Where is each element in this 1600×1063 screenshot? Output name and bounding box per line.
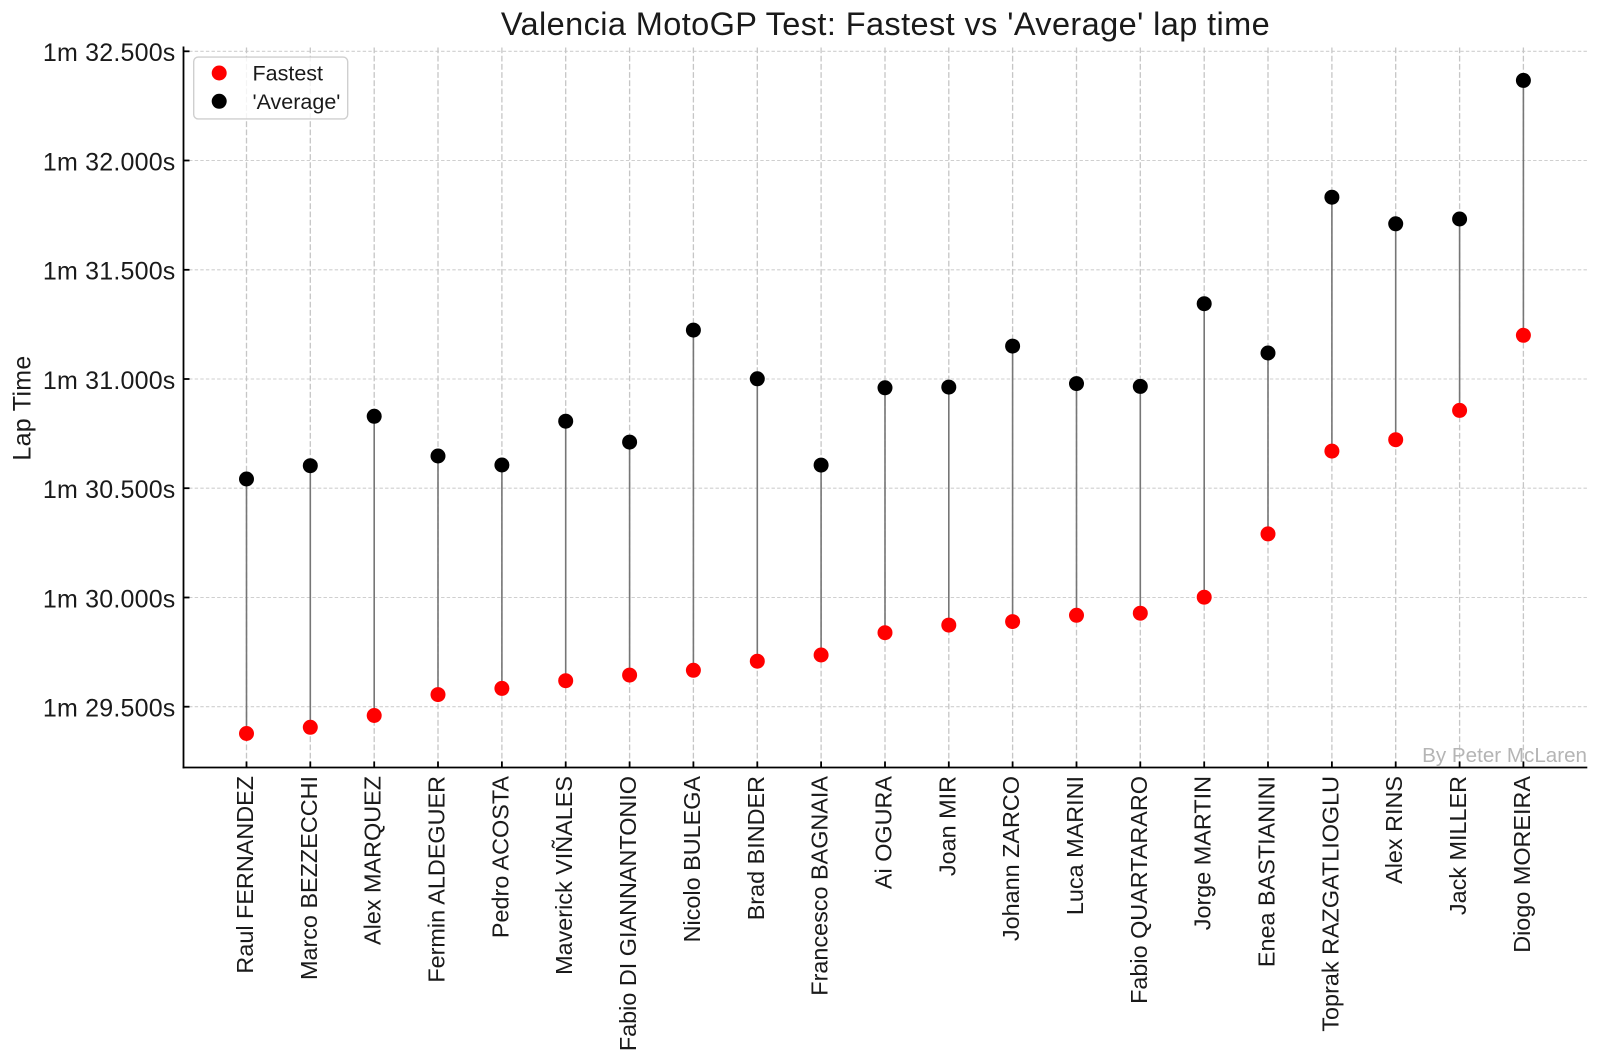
svg-text:Alex RINS: Alex RINS: [1381, 776, 1407, 884]
svg-text:'Average': 'Average': [253, 90, 341, 114]
svg-text:Brad BINDER: Brad BINDER: [743, 776, 769, 920]
svg-text:1m 32.000s: 1m 32.000s: [43, 148, 176, 176]
svg-text:Fermin ALDEGUER: Fermin ALDEGUER: [424, 776, 450, 983]
svg-text:Alex MARQUEZ: Alex MARQUEZ: [360, 776, 386, 945]
svg-text:Johann ZARCO: Johann ZARCO: [998, 776, 1024, 941]
svg-text:1m 31.500s: 1m 31.500s: [43, 258, 176, 286]
svg-text:Raul FERNANDEZ: Raul FERNANDEZ: [232, 776, 258, 974]
svg-text:Enea BASTIANINI: Enea BASTIANINI: [1254, 776, 1280, 967]
svg-text:Fabio QUARTARARO: Fabio QUARTARARO: [1126, 776, 1152, 1004]
svg-text:1m 30.500s: 1m 30.500s: [43, 476, 176, 504]
svg-text:Pedro ACOSTA: Pedro ACOSTA: [487, 776, 513, 938]
svg-text:Marco BEZZECCHI: Marco BEZZECCHI: [296, 776, 322, 980]
svg-text:Lap Time: Lap Time: [9, 355, 37, 460]
svg-text:By Peter McLaren: By Peter McLaren: [1422, 744, 1587, 767]
svg-text:Fastest: Fastest: [253, 62, 324, 86]
svg-text:Francesco BAGNAIA: Francesco BAGNAIA: [807, 776, 833, 996]
svg-text:Toprak RAZGATLIOGLU: Toprak RAZGATLIOGLU: [1317, 776, 1343, 1032]
svg-text:1m 32.500s: 1m 32.500s: [43, 39, 176, 67]
svg-text:1m 30.000s: 1m 30.000s: [43, 585, 176, 613]
svg-text:Ai OGURA: Ai OGURA: [871, 776, 897, 889]
svg-text:Jack MILLER: Jack MILLER: [1445, 776, 1471, 915]
svg-text:1m 29.500s: 1m 29.500s: [43, 695, 176, 723]
svg-text:Valencia MotoGP Test: Fastest: Valencia MotoGP Test: Fastest vs 'Averag…: [501, 6, 1270, 42]
svg-text:Fabio DI GIANNANTONIO: Fabio DI GIANNANTONIO: [615, 776, 641, 1051]
svg-text:Luca MARINI: Luca MARINI: [1062, 776, 1088, 915]
svg-text:1m 31.000s: 1m 31.000s: [43, 367, 176, 395]
svg-text:Maverick VIÑALES: Maverick VIÑALES: [551, 776, 577, 975]
svg-text:Joan MIR: Joan MIR: [934, 776, 960, 876]
svg-text:Diogo MOREIRA: Diogo MOREIRA: [1509, 776, 1535, 953]
svg-text:Jorge MARTIN: Jorge MARTIN: [1190, 776, 1216, 930]
svg-text:Nicolo BULEGA: Nicolo BULEGA: [679, 776, 705, 943]
